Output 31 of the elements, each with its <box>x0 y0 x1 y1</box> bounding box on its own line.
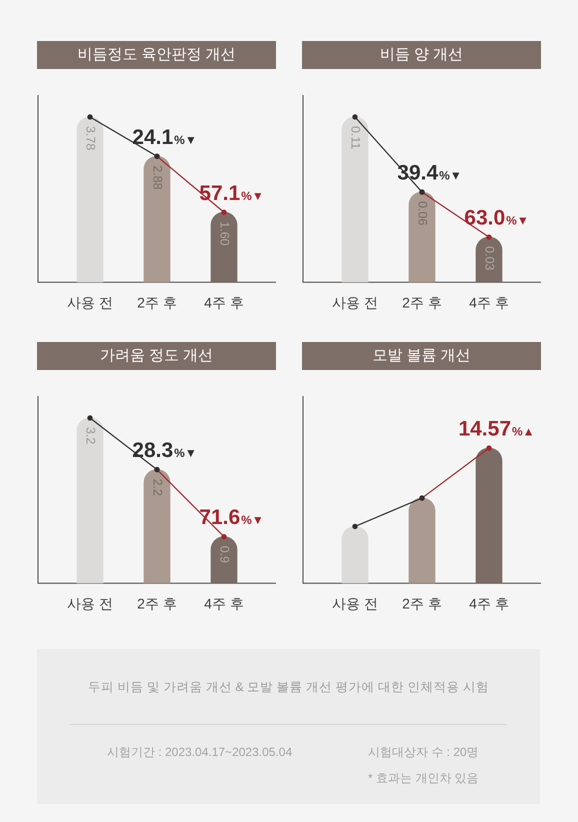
annotation: 24.1%▼ <box>132 126 197 149</box>
annotation: 63.0%▼ <box>464 206 529 230</box>
x-tick-label: 사용 전 <box>67 595 113 612</box>
x-tick-label: 4주 후 <box>469 595 509 612</box>
x-tick-label: 2주 후 <box>402 595 442 612</box>
text: 시험대상자 수 : 20명 <box>368 744 479 761</box>
annotation: 28.3%▼ <box>132 439 197 462</box>
data-label: 1.60 <box>218 221 232 246</box>
data-label: 0.03 <box>482 246 497 271</box>
data-label: 3.2 <box>84 426 98 444</box>
text: 두피 비듬 및 가려움 개선 & 모발 볼륨 개선 평가에 대한 인체적용 시험 <box>86 679 490 696</box>
x-tick-label: 4주 후 <box>204 595 244 612</box>
text: * 효과는 개인차 있음 <box>368 770 479 787</box>
chart-title: 비듬 양 개선 <box>302 41 541 69</box>
chart-title: 모발 볼륨 개선 <box>302 342 541 370</box>
x-tick-label: 4주 후 <box>469 294 509 310</box>
chart-title: 가려움 정도 개선 <box>37 342 276 370</box>
x-tick-label: 사용 전 <box>332 294 378 310</box>
text: 시험기간 : 2023.04.17~2023.05.04 <box>107 744 292 761</box>
x-tick-label: 4주 후 <box>204 294 244 310</box>
x-tick-label: 사용 전 <box>67 294 113 310</box>
annotation: 57.1%▼ <box>199 182 264 205</box>
data-label: 0.11 <box>348 126 363 150</box>
x-tick-label: 사용 전 <box>332 595 378 612</box>
data-label: 0.9 <box>218 546 232 564</box>
x-tick-label: 2주 후 <box>137 595 177 612</box>
chart-title: 비듬정도 육안판정 개선 <box>37 41 276 69</box>
data-label: 3.78 <box>84 126 98 150</box>
x-tick-label: 2주 후 <box>137 294 177 310</box>
x-tick-label: 2주 후 <box>402 294 442 310</box>
text: 14.57%▲ <box>458 418 535 441</box>
